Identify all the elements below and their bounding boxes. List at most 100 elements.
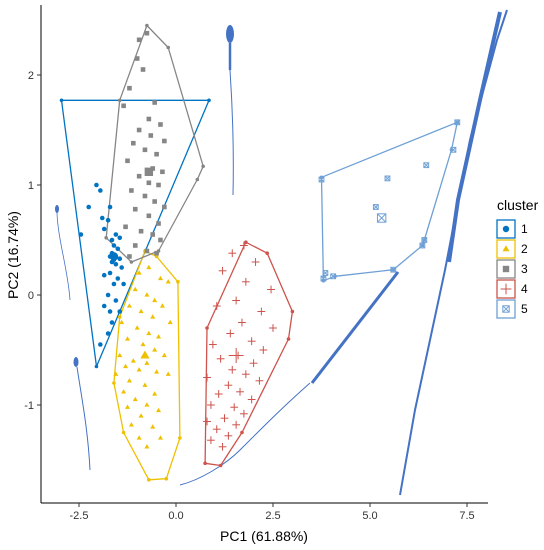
hull-vertex-cluster-2 [112,381,116,385]
point-cluster-4 [218,442,227,451]
hull-vertex-cluster-3 [201,164,205,169]
point-cluster-4 [203,373,211,382]
point-cluster-2 [150,314,156,319]
legend-label: 5 [521,302,528,316]
hull-cluster-2 [113,250,181,481]
point-cluster-2 [117,352,123,358]
hull-vertex-cluster-3 [129,260,134,264]
point-cluster-2 [123,363,129,369]
point-cluster-5 [322,270,329,276]
point-cluster-4 [212,425,221,434]
point-cluster-1 [113,298,119,303]
plot-area [59,23,461,482]
point-cluster-2 [161,352,167,358]
point-cluster-1 [113,232,119,237]
point-cluster-1 [98,342,103,347]
legend-title: cluster [497,197,539,213]
legend-item-1: 1 [496,219,528,239]
point-cluster-3 [136,173,142,179]
point-cluster-3 [146,213,152,219]
point-cluster-5 [330,273,337,280]
point-cluster-2 [144,292,150,297]
point-cluster-2 [126,303,132,308]
point-cluster-4 [257,307,266,316]
point-cluster-3 [129,188,134,193]
legend: cluster 1 2 3 4 5 [496,197,539,319]
y-ticks: -1 0 1 2 [24,70,41,412]
point-cluster-3 [146,180,152,186]
point-cluster-3 [152,100,157,105]
point-cluster-4 [255,376,264,385]
point-cluster-2 [119,319,125,325]
point-cluster-4 [220,414,229,423]
point-cluster-2 [138,308,144,314]
y-tick-label: 0 [28,290,34,302]
artifact-diagonal-middle [310,271,400,384]
point-cluster-3 [136,37,142,43]
point-cluster-3 [121,103,126,109]
point-cluster-3 [146,116,152,122]
x-tick-label: 2.5 [265,510,280,522]
point-cluster-4 [218,266,227,275]
point-cluster-4 [207,401,215,409]
centroid-cluster-4 [228,348,244,363]
hull-vertex-cluster-4 [203,461,207,466]
point-cluster-4 [241,277,250,286]
hull-vertex-cluster-4 [218,463,223,468]
point-cluster-4 [214,390,223,398]
point-cluster-4 [259,346,268,354]
point-cluster-3 [138,228,144,234]
point-cluster-1 [99,215,105,221]
point-cluster-3 [127,85,132,91]
point-cluster-2 [132,396,138,402]
artifact-blob-low-left [73,357,79,367]
point-cluster-3 [156,221,161,226]
hull-vertex-cluster-4 [244,240,248,244]
point-cluster-3 [144,30,150,36]
point-cluster-4 [230,403,239,412]
point-cluster-4 [226,329,235,338]
hull-vertex-cluster-3 [145,23,149,28]
point-cluster-2 [165,279,171,284]
legend-item-2: 2 [496,239,528,259]
point-cluster-2 [167,319,173,325]
hull-vertex-cluster-3 [195,177,200,182]
point-cluster-3 [142,147,148,153]
point-cluster-5 [454,119,461,126]
point-cluster-4 [240,409,248,418]
hull-vertex-cluster-2 [147,478,151,482]
point-cluster-1 [117,309,123,314]
legend-label: 2 [521,242,528,256]
point-cluster-4 [224,431,233,440]
point-cluster-2 [124,336,131,341]
y-tick-label: 2 [28,70,34,82]
x-tick-label: 5.0 [362,510,377,522]
artifact-blob-left [55,205,59,213]
point-cluster-5 [390,266,397,273]
point-cluster-1 [109,259,115,265]
point-cluster-2 [165,371,171,376]
point-cluster-2 [144,444,150,449]
point-cluster-3 [156,182,161,188]
point-cluster-3 [144,248,150,254]
point-cluster-2 [144,360,150,365]
point-cluster-1 [109,237,115,243]
legend-item-5: 5 [496,299,528,319]
point-cluster-3 [148,133,154,138]
point-cluster-2 [156,407,162,413]
centroid-cluster-3 [144,167,154,176]
point-cluster-2 [128,422,134,427]
point-cluster-4 [267,285,275,294]
hull-vertex-cluster-2 [154,254,159,259]
hull-vertex-cluster-4 [240,430,244,435]
point-cluster-1 [121,281,126,287]
y-axis-title: PC2 (16.74%) [5,211,21,299]
point-cluster-2 [157,275,164,281]
point-cluster-1 [78,232,84,237]
legend-item-4: 4 [496,279,528,299]
point-cluster-1 [86,204,91,210]
hull-vertex-cluster-2 [176,280,180,284]
point-cluster-2 [130,358,136,363]
y-tick-label: 1 [28,180,34,192]
point-cluster-1 [105,292,111,298]
